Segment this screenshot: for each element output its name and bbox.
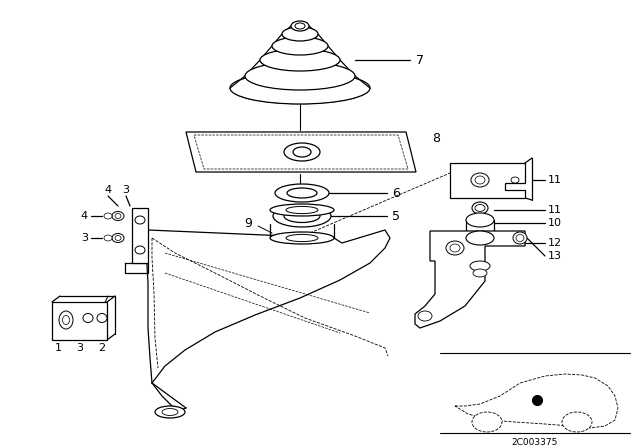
Ellipse shape <box>293 147 311 157</box>
Text: 4: 4 <box>81 211 88 221</box>
Text: 7: 7 <box>416 53 424 66</box>
Ellipse shape <box>472 412 502 432</box>
Text: 3: 3 <box>77 343 83 353</box>
Ellipse shape <box>472 202 488 214</box>
Ellipse shape <box>97 314 107 323</box>
Ellipse shape <box>112 233 124 242</box>
Ellipse shape <box>135 216 145 224</box>
Ellipse shape <box>162 409 178 415</box>
Ellipse shape <box>245 62 355 90</box>
Polygon shape <box>132 208 148 263</box>
Ellipse shape <box>273 205 331 227</box>
Ellipse shape <box>270 232 334 244</box>
Text: 10: 10 <box>548 218 562 228</box>
Ellipse shape <box>418 311 432 321</box>
Text: 3: 3 <box>81 233 88 243</box>
Text: 12: 12 <box>548 238 562 248</box>
Ellipse shape <box>291 21 309 31</box>
Ellipse shape <box>470 261 490 271</box>
Ellipse shape <box>135 246 145 254</box>
Ellipse shape <box>284 143 320 161</box>
Ellipse shape <box>286 234 318 241</box>
Polygon shape <box>186 132 416 172</box>
Text: 5: 5 <box>392 210 400 223</box>
Ellipse shape <box>155 406 185 418</box>
Text: 4: 4 <box>104 185 111 195</box>
Ellipse shape <box>112 211 124 220</box>
Ellipse shape <box>295 23 305 29</box>
Ellipse shape <box>104 235 112 241</box>
Ellipse shape <box>230 72 370 104</box>
Text: 9: 9 <box>244 216 252 229</box>
Ellipse shape <box>115 214 121 219</box>
Ellipse shape <box>475 204 485 211</box>
Ellipse shape <box>511 177 519 183</box>
Ellipse shape <box>115 236 121 241</box>
Ellipse shape <box>516 234 524 241</box>
Ellipse shape <box>513 232 527 244</box>
Text: 3: 3 <box>122 185 129 195</box>
Ellipse shape <box>471 173 489 187</box>
FancyBboxPatch shape <box>52 302 107 340</box>
Polygon shape <box>415 231 525 328</box>
Ellipse shape <box>466 231 494 245</box>
Ellipse shape <box>446 241 464 255</box>
Ellipse shape <box>450 244 460 252</box>
Text: 2: 2 <box>99 343 106 353</box>
Ellipse shape <box>287 188 317 198</box>
Ellipse shape <box>260 49 340 71</box>
Text: 11: 11 <box>548 175 562 185</box>
Text: 6: 6 <box>392 186 400 199</box>
Ellipse shape <box>562 412 592 432</box>
Ellipse shape <box>475 176 485 184</box>
Polygon shape <box>450 163 525 198</box>
Ellipse shape <box>270 204 334 216</box>
Text: 11: 11 <box>548 205 562 215</box>
Ellipse shape <box>63 315 70 324</box>
Ellipse shape <box>284 210 320 223</box>
Ellipse shape <box>83 314 93 323</box>
Ellipse shape <box>466 213 494 227</box>
Ellipse shape <box>275 184 329 202</box>
Ellipse shape <box>104 213 112 219</box>
Text: 1: 1 <box>54 343 61 353</box>
Text: 2C003375: 2C003375 <box>512 438 558 447</box>
Text: 13: 13 <box>548 251 562 261</box>
Ellipse shape <box>282 27 318 41</box>
Ellipse shape <box>286 207 318 214</box>
Ellipse shape <box>473 269 487 277</box>
Ellipse shape <box>272 37 328 55</box>
Ellipse shape <box>59 311 73 329</box>
Text: 8: 8 <box>432 132 440 145</box>
